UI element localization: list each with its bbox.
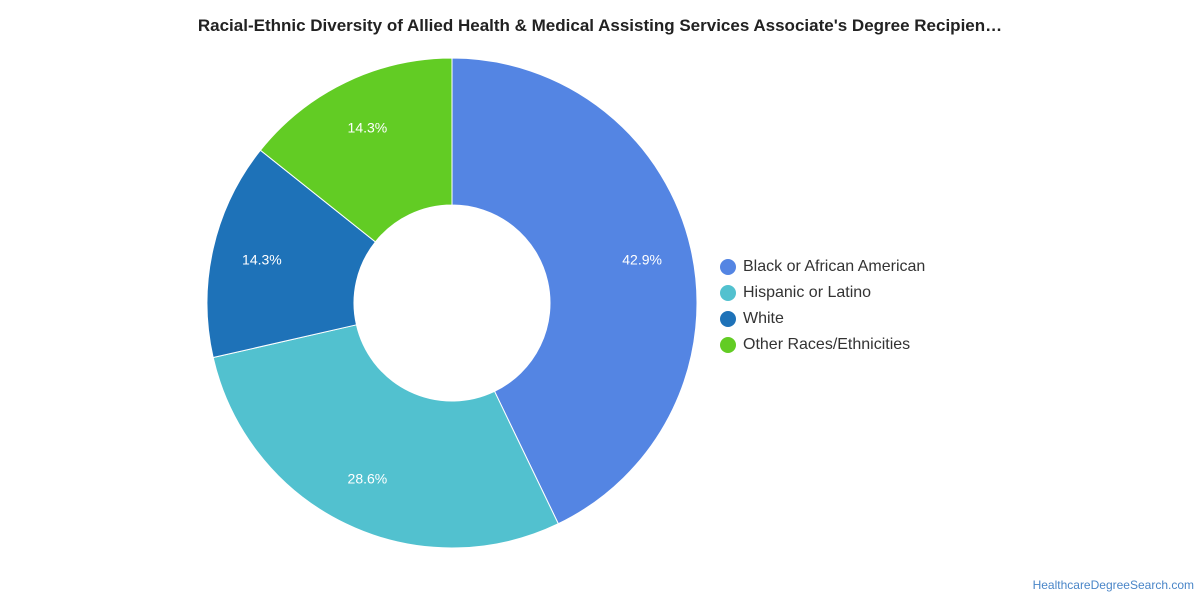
legend-item-other-races-ethnicities[interactable]: Other Races/Ethnicities <box>720 332 925 358</box>
slice-value-label: 14.3% <box>242 252 282 268</box>
slice-label-group: 42.9% 28.6% 14.3% 14.3% <box>242 119 662 486</box>
donut-slice-white[interactable] <box>206 149 377 359</box>
legend: Black or African American Hispanic or La… <box>720 254 925 358</box>
slice-group <box>206 57 698 549</box>
legend-swatch <box>720 337 736 353</box>
donut-slice-other-races-ethnicities[interactable] <box>259 57 453 243</box>
legend-item-black-or-african-american[interactable]: Black or African American <box>720 254 925 280</box>
legend-swatch <box>720 259 736 275</box>
donut-slice-hispanic-or-latino[interactable] <box>212 324 559 549</box>
slice-value-label: 14.3% <box>348 119 388 135</box>
slice-value-label: 28.6% <box>348 471 388 487</box>
legend-swatch <box>720 311 736 327</box>
slice-value-label: 42.9% <box>622 252 662 268</box>
chart-title: Racial-Ethnic Diversity of Allied Health… <box>197 16 1003 35</box>
legend-label: Black or African American <box>743 258 926 275</box>
legend-item-hispanic-or-latino[interactable]: Hispanic or Latino <box>720 280 925 306</box>
legend-label: Hispanic or Latino <box>743 284 872 301</box>
legend-label: White <box>743 310 784 327</box>
legend-swatch <box>720 285 736 301</box>
legend-item-white[interactable]: White <box>720 306 925 332</box>
source-credit-link[interactable]: HealthcareDegreeSearch.com <box>1032 578 1194 592</box>
legend-label: Other Races/Ethnicities <box>743 336 911 353</box>
donut-slice-black-or-african-american[interactable] <box>451 57 698 525</box>
